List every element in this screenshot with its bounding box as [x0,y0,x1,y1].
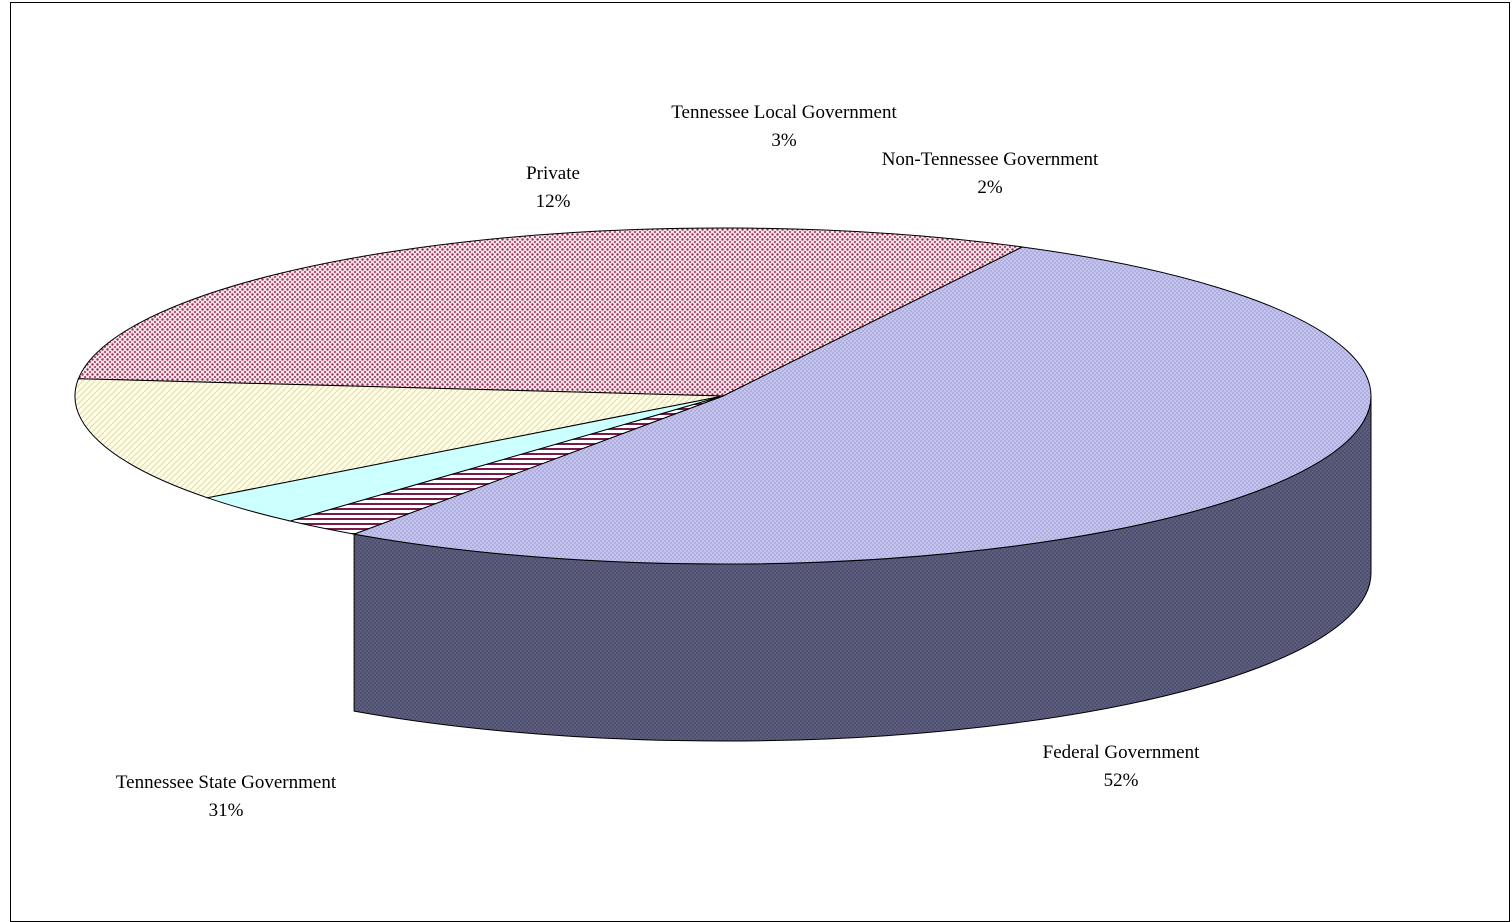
slice-name: Non-Tennessee Government [881,149,1099,170]
slice-percent: 31% [208,800,244,821]
slice-percent: 12% [535,191,571,212]
slice-name: Tennessee Local Government [671,102,897,123]
pie-slice-tennessee-state-government [77,227,1024,397]
pie-slice-non-tennessee-government [288,395,724,535]
slice-percent: 2% [977,177,1003,198]
pie-chart [74,227,1372,742]
pie-slice-private [74,378,724,499]
slice-label-tennessee-local-government: Tennessee Local Government 3% [671,99,897,155]
slice-label-federal-government: Federal Government 52% [1043,739,1200,795]
slice-label-private: Private 12% [526,160,580,216]
slice-percent: 3% [771,130,797,151]
pie-slice-federal-government [352,246,1372,565]
slice-label-tennessee-state-government: Tennessee State Government 31% [116,769,336,825]
slice-percent: 52% [1103,770,1139,791]
slice-name: Private [526,163,580,184]
chart-frame: Federal Government 52% Tennessee State G… [10,2,1510,922]
slice-name: Federal Government [1042,742,1200,763]
slice-label-non-tennessee-government: Non-Tennessee Government 2% [882,146,1099,202]
slice-name: Tennessee State Government [115,772,337,793]
